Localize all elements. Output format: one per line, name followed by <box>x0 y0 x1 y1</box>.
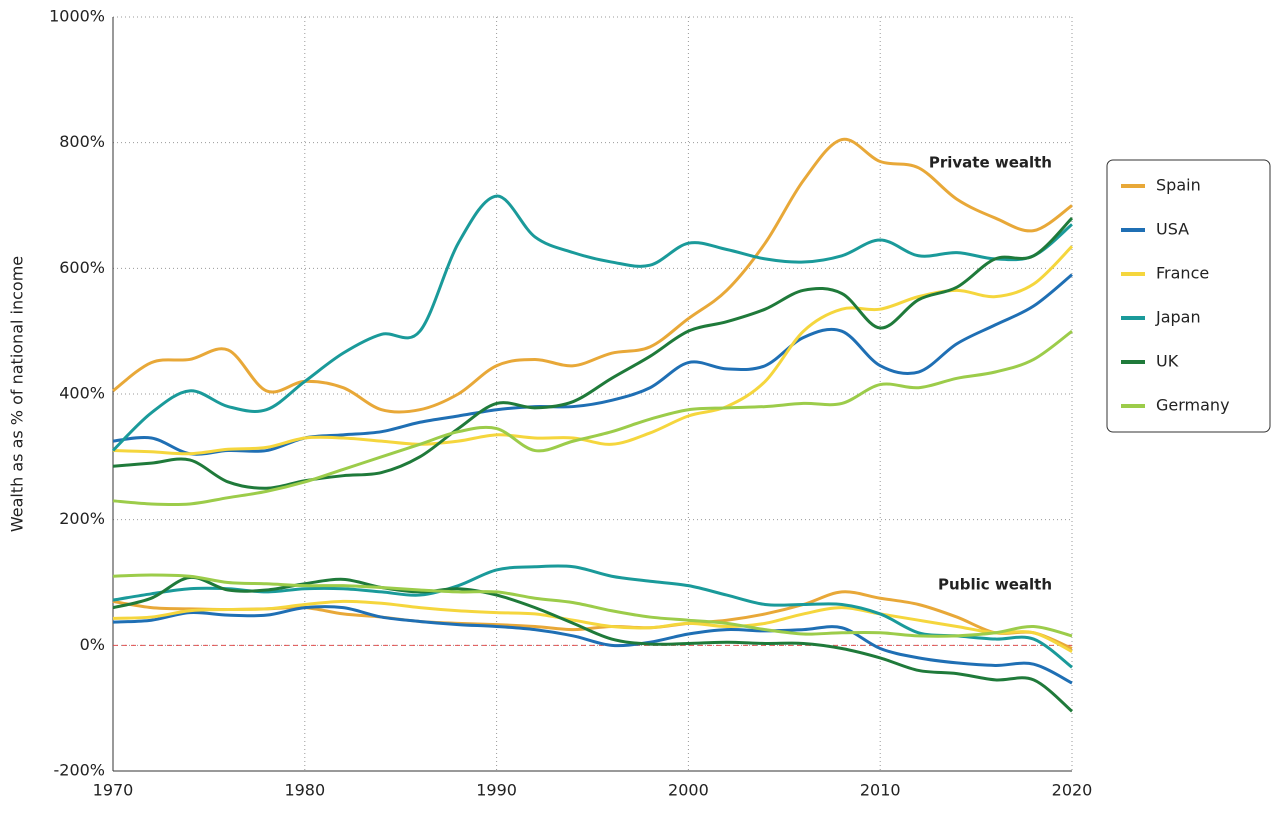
line <box>112 605 1073 685</box>
line <box>112 575 1073 713</box>
y-tick-label: 800% <box>59 132 105 151</box>
line <box>112 273 1073 456</box>
x-tick-label: 1970 <box>93 781 134 800</box>
legend-label: Germany <box>1156 396 1230 415</box>
y-axis-label: Wealth as as % of national income <box>8 256 27 532</box>
y-tick-label: 600% <box>59 258 105 277</box>
annotation: Private wealth <box>929 154 1052 172</box>
x-tick-label: 2000 <box>668 781 709 800</box>
x-tick-label: 1990 <box>476 781 517 800</box>
line <box>112 573 1073 638</box>
line <box>112 564 1073 669</box>
legend-label: France <box>1156 264 1209 283</box>
line <box>112 599 1073 653</box>
x-tick-label: 1980 <box>284 781 325 800</box>
y-tick-label: 1000% <box>49 7 105 26</box>
x-tick-label: 2020 <box>1052 781 1093 800</box>
y-tick-label: 200% <box>59 509 105 528</box>
line <box>111 194 1073 452</box>
legend-label: Japan <box>1155 308 1201 327</box>
line <box>112 216 1074 490</box>
annotation: Public wealth <box>938 576 1052 594</box>
legend-label: UK <box>1156 352 1179 371</box>
line <box>112 329 1073 507</box>
y-tick-label: 400% <box>59 384 105 403</box>
line <box>112 245 1074 456</box>
legend-label: USA <box>1156 220 1189 239</box>
x-tick-label: 2010 <box>860 781 901 800</box>
y-tick-label: -200% <box>53 761 105 780</box>
line <box>112 137 1073 414</box>
legend-box <box>1106 159 1271 433</box>
y-tick-label: 0% <box>80 635 105 654</box>
legend-label: Spain <box>1156 176 1201 195</box>
